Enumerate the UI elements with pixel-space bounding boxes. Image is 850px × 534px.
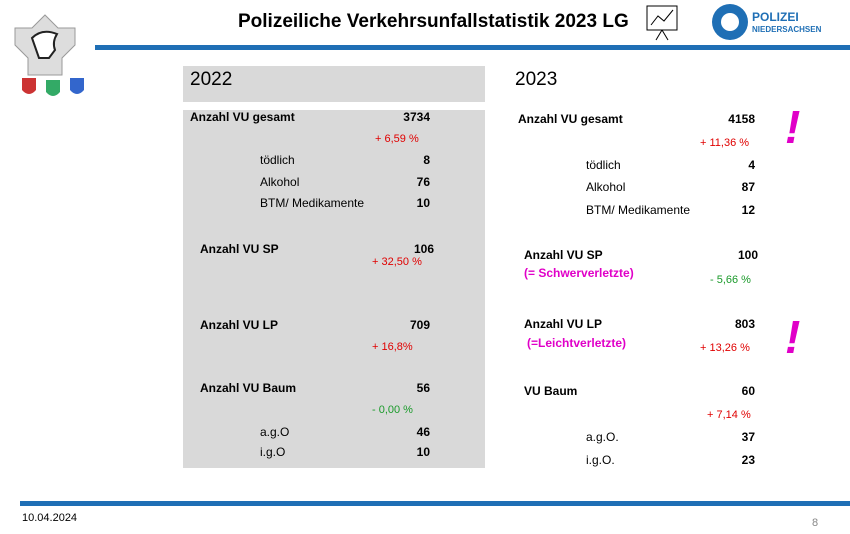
change: + 16,8% [372,341,413,353]
label: Anzahl VU SP [200,242,279,256]
label: Anzahl VU LP [200,318,279,332]
label: Anzahl VU SP [524,248,603,262]
value: 3734 [403,110,430,124]
alert: ! [785,311,801,363]
change: + 11,36 % [700,137,750,149]
note: (=Leichtverletzte) [527,336,627,350]
value: 56 [416,381,430,395]
logo-text: NIEDERSACHSEN [752,25,822,34]
value: 10 [416,196,430,210]
date: 10.04.2024 [22,512,78,524]
logo-text: POLIZEI [752,10,799,24]
note: (= Schwerverletzte) [524,266,634,280]
change: + 7,14 % [707,409,751,421]
label: tödlich [586,158,621,172]
label: Alkohol [260,175,300,189]
page-number: 8 [812,517,819,529]
label: Anzahl VU gesamt [190,110,295,124]
label: Anzahl VU gesamt [518,112,623,126]
label: BTM/ Medikamente [260,196,365,210]
label: i.g.O [260,445,286,459]
label: tödlich [260,153,295,167]
change: + 32,50 % [372,256,422,268]
value: 4 [748,158,755,172]
change: - 5,66 % [710,274,751,286]
value: 87 [741,180,755,194]
year: 2023 [515,69,558,90]
value: 8 [423,153,430,167]
value: 46 [416,425,430,439]
alert: ! [785,101,801,153]
change: - 0,00 % [372,404,413,416]
value: 10 [416,445,430,459]
value: 100 [737,248,758,262]
label: BTM/ Medikamente [586,203,691,217]
label: Anzahl VU Baum [200,381,297,395]
year: 2022 [190,69,233,90]
value: 76 [416,175,430,189]
change: + 13,26 % [700,342,750,354]
value: 23 [741,453,755,467]
label: i.g.O. [586,453,615,467]
label: a.g.O [260,425,290,439]
change: + 6,59 % [375,133,419,145]
title: Polizeiliche Verkehrsunfallstatistik 202… [238,11,629,32]
label: Alkohol [586,180,626,194]
label: Anzahl VU LP [524,317,603,331]
value: 60 [741,384,755,398]
value: 4158 [728,112,755,126]
value: 37 [741,430,755,444]
value: 803 [734,317,755,331]
value: 12 [741,203,755,217]
label: VU Baum [524,384,578,398]
value: 106 [413,242,434,256]
value: 709 [409,318,430,332]
label: a.g.O. [586,430,619,444]
